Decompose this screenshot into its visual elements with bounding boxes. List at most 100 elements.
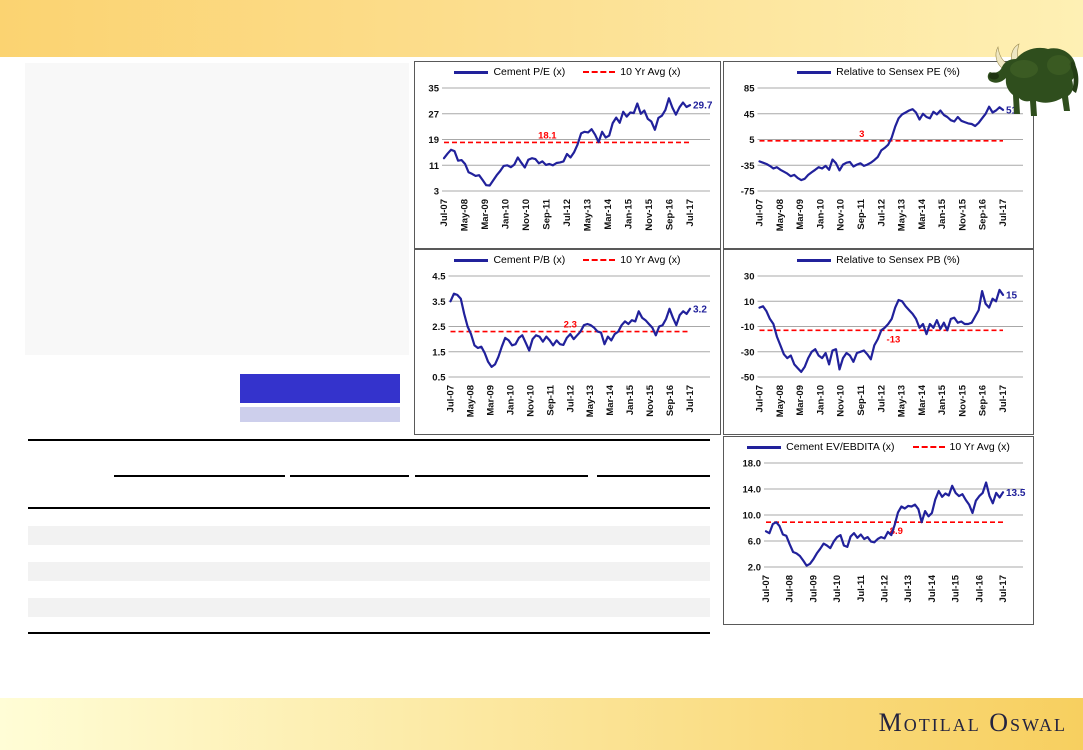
svg-text:Jan-15: Jan-15 — [624, 198, 635, 229]
table-header-underline — [597, 475, 710, 477]
svg-text:-50: -50 — [741, 373, 755, 384]
svg-text:Sep-11: Sep-11 — [542, 198, 553, 229]
svg-text:May-13: May-13 — [897, 199, 908, 231]
avg-dash-swatch — [912, 446, 945, 448]
svg-text:Mar-14: Mar-14 — [917, 384, 928, 415]
legend-series-label: Cement P/B (x) — [493, 254, 566, 266]
svg-text:18.1: 18.1 — [538, 130, 557, 141]
svg-text:19: 19 — [428, 135, 439, 146]
svg-text:Jul-14: Jul-14 — [927, 574, 938, 602]
table-header-underline — [415, 475, 588, 477]
svg-text:Nov-10: Nov-10 — [521, 199, 532, 231]
svg-text:Jan-10: Jan-10 — [815, 385, 826, 415]
svg-text:10.0: 10.0 — [743, 511, 762, 522]
svg-text:3: 3 — [859, 129, 864, 140]
svg-text:85: 85 — [744, 84, 755, 95]
top-gradient-band — [0, 0, 1083, 57]
svg-text:-10: -10 — [741, 322, 755, 333]
bull-logo-icon — [987, 43, 1079, 117]
svg-text:29.7: 29.7 — [693, 101, 713, 112]
chart-relative-sensex-pb: Relative to Sensex PB (%) 30 10 -10 -30 -50 Ju… — [723, 249, 1034, 435]
svg-text:45: 45 — [744, 109, 755, 120]
svg-text:Mar-09: Mar-09 — [485, 385, 496, 416]
svg-text:Jul-17: Jul-17 — [685, 199, 696, 226]
svg-text:Jul-07: Jul-07 — [755, 385, 766, 412]
svg-text:Jul-17: Jul-17 — [998, 385, 1009, 412]
bottom-gradient-band — [0, 698, 1083, 750]
legend-series-label: Relative to Sensex PE (%) — [836, 66, 960, 78]
svg-text:May-13: May-13 — [897, 385, 908, 417]
svg-text:Sep-11: Sep-11 — [856, 384, 867, 415]
svg-text:Nov-10: Nov-10 — [836, 199, 847, 231]
svg-text:Nov-15: Nov-15 — [645, 384, 656, 416]
svg-text:Sep-11: Sep-11 — [545, 384, 556, 415]
table-row-stripe — [28, 562, 710, 581]
svg-text:Mar-09: Mar-09 — [480, 199, 491, 230]
chart-cement-ev-ebitda: Cement EV/EBDITA (x) 10 Yr Avg (x) 18.0 14.… — [723, 436, 1034, 625]
series-line-swatch — [797, 258, 832, 262]
avg-dash-swatch — [583, 259, 616, 261]
svg-text:0.5: 0.5 — [432, 373, 446, 384]
svg-text:Mar-09: Mar-09 — [795, 199, 806, 230]
svg-text:6.0: 6.0 — [748, 537, 761, 548]
svg-text:Sep-16: Sep-16 — [978, 199, 989, 230]
svg-text:Nov-10: Nov-10 — [525, 385, 536, 417]
svg-text:Jul-09: Jul-09 — [808, 575, 819, 602]
svg-text:Jul-10: Jul-10 — [832, 575, 843, 602]
table-header-underline — [114, 475, 285, 477]
table-header-underline — [290, 475, 409, 477]
svg-text:14.0: 14.0 — [743, 485, 762, 496]
svg-text:May-08: May-08 — [460, 199, 471, 231]
svg-text:-30: -30 — [741, 347, 755, 358]
svg-text:Jul-17: Jul-17 — [685, 385, 696, 412]
series-line-swatch — [454, 258, 489, 262]
svg-text:11: 11 — [429, 161, 440, 172]
svg-text:Jul-07: Jul-07 — [446, 385, 457, 412]
svg-text:Jan-10: Jan-10 — [815, 199, 826, 229]
svg-text:Jul-11: Jul-11 — [856, 574, 867, 602]
svg-text:51: 51 — [1006, 105, 1018, 116]
highlight-bar-light — [240, 407, 400, 422]
series-line-swatch — [747, 445, 782, 449]
legend-series-label: Cement P/E (x) — [493, 66, 566, 78]
svg-text:May-13: May-13 — [585, 385, 596, 417]
svg-text:15: 15 — [1006, 290, 1018, 301]
legend-series-label: Relative to Sensex PB (%) — [836, 254, 960, 266]
text-placeholder-panel — [25, 63, 409, 355]
svg-text:Jul-12: Jul-12 — [876, 385, 887, 412]
svg-text:Jan-15: Jan-15 — [937, 198, 948, 229]
series-line-swatch — [797, 70, 832, 74]
table-top-rule — [28, 439, 710, 441]
avg-dash-swatch — [583, 71, 616, 73]
legend-series-label: Cement EV/EBDITA (x) — [786, 441, 895, 453]
svg-text:1.5: 1.5 — [432, 347, 446, 358]
svg-text:Jul-12: Jul-12 — [880, 575, 891, 602]
svg-text:May-08: May-08 — [465, 385, 476, 417]
svg-text:Nov-15: Nov-15 — [957, 198, 968, 230]
svg-text:Jul-12: Jul-12 — [565, 385, 576, 412]
svg-text:Jul-16: Jul-16 — [974, 575, 985, 602]
table-mid-rule — [28, 507, 710, 509]
svg-text:2.5: 2.5 — [432, 322, 446, 333]
svg-text:5: 5 — [749, 135, 755, 146]
chart-cement-pb: Cement P/B (x) 10 Yr Avg (x) 4.5 3.5 2.5 1.5 0… — [414, 249, 721, 435]
legend-avg-label: 10 Yr Avg (x) — [949, 441, 1010, 453]
svg-text:Jul-12: Jul-12 — [876, 199, 887, 226]
highlight-bar-dark — [240, 374, 400, 403]
chart-relative-sensex-pe: Relative to Sensex PE (%) 85 45 5 -35 -75 Jul-… — [723, 61, 1034, 249]
table-row-stripe — [28, 526, 710, 545]
chart-cement-pe: Cement P/E (x) 10 Yr Avg (x) 35 27 19 11 3 Jul-… — [414, 61, 721, 249]
svg-text:Mar-09: Mar-09 — [795, 385, 806, 416]
svg-text:Sep-16: Sep-16 — [665, 385, 676, 416]
svg-text:3.5: 3.5 — [432, 297, 446, 308]
legend-avg-label: 10 Yr Avg (x) — [620, 254, 681, 266]
svg-text:May-08: May-08 — [775, 199, 786, 231]
svg-text:Nov-10: Nov-10 — [836, 385, 847, 417]
svg-text:10: 10 — [744, 297, 755, 308]
svg-text:Mar-14: Mar-14 — [917, 198, 928, 229]
svg-text:4.5: 4.5 — [432, 272, 446, 283]
